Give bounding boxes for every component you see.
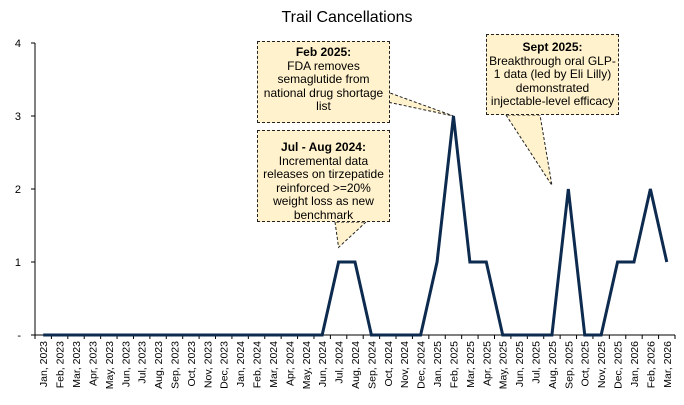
x-tick-label: Jul, 2024 (334, 341, 346, 384)
x-tick-label: Nov, 2024 (399, 341, 411, 388)
x-tick-label: Jun, 2023 (120, 341, 132, 387)
x-tick-label: Mar, 2024 (268, 341, 280, 388)
x-tick-label: Feb, 2026 (645, 341, 657, 388)
chart-title: Trail Cancellations (281, 9, 412, 26)
callout-body: Breakthrough oral GLP-1 data (led by Eli… (489, 53, 616, 108)
callout-title: Feb 2025: (295, 45, 352, 59)
x-tick-label: Jul, 2025 (531, 341, 543, 384)
series (43, 115, 669, 337)
y-tick-label: 2 (15, 184, 21, 196)
callout-jul-aug-2024: Jul - Aug 2024: Incremental data release… (257, 130, 390, 222)
y-axis-ticks: - 1 2 3 4 (15, 38, 35, 342)
x-tick-label: May, 2025 (498, 341, 510, 389)
x-tick-label: May, 2024 (301, 341, 313, 389)
x-tick-label: Oct, 2024 (383, 341, 395, 387)
y-tick-label: 3 (15, 111, 21, 123)
x-tick-label: Feb, 2025 (448, 341, 460, 388)
callout-title: Jul - Aug 2024: (281, 140, 366, 154)
x-tick-label: Sep, 2024 (366, 341, 378, 389)
x-tick-label: Sep, 2025 (563, 341, 575, 389)
callout-body: FDA removes semaglutide from national dr… (263, 58, 384, 113)
callout-title: Sept 2025: (522, 40, 583, 54)
y-tick-label: 1 (15, 257, 21, 269)
x-tick-label: Apr, 2025 (481, 341, 493, 386)
x-tick-label: Jan, 2023 (38, 341, 50, 387)
x-tick-label: Sep, 2023 (169, 341, 181, 389)
callout-pointer (505, 114, 553, 186)
x-tick-label: Apr, 2023 (87, 341, 99, 386)
callout-pointer (334, 221, 368, 249)
x-tick-label: Feb, 2024 (252, 341, 264, 388)
x-tick-label: Aug, 2024 (350, 341, 362, 389)
x-tick-label: Oct, 2025 (580, 341, 592, 387)
x-tick-label: Nov, 2025 (596, 341, 608, 388)
y-tick-label: - (17, 330, 21, 342)
x-tick-label: Aug, 2023 (153, 341, 165, 389)
x-tick-label: Jun, 2025 (514, 341, 526, 387)
x-tick-label: Dec, 2023 (219, 341, 231, 389)
x-tick-label: Jan, 2025 (432, 341, 444, 387)
x-tick-label: Feb, 2023 (55, 341, 67, 388)
x-tick-label: Jul, 2023 (137, 341, 149, 384)
x-tick-label: Apr, 2024 (284, 341, 296, 386)
x-tick-label: Mar, 2023 (71, 341, 83, 388)
x-tick-label: Dec, 2024 (416, 341, 428, 389)
x-tick-label: Oct, 2023 (186, 341, 198, 387)
callout-sept-2025: Sept 2025: Breakthrough oral GLP-1 data … (486, 34, 619, 115)
callout-body: Incremental data releases on tirzepatide… (263, 153, 384, 222)
x-tick-label: Nov, 2023 (202, 341, 214, 388)
x-tick-label: Dec, 2025 (613, 341, 625, 389)
x-tick-label: Aug, 2025 (547, 341, 559, 389)
callout-feb-2025: Feb 2025: FDA removes semaglutide from n… (257, 41, 390, 123)
x-tick-label: Jun, 2024 (317, 341, 329, 387)
x-tick-label: Jan, 2026 (629, 341, 641, 387)
x-tick-label: May, 2023 (104, 341, 116, 389)
x-tick-label: Jan, 2024 (235, 341, 247, 387)
x-axis-ticks: Jan, 2023 Feb, 2023 Mar, 2023 Apr, 2023 May,… (34, 335, 676, 389)
y-tick-label: 4 (15, 38, 21, 50)
x-tick-label: Mar, 2025 (465, 341, 477, 388)
x-tick-label: Mar, 2026 (662, 341, 674, 388)
